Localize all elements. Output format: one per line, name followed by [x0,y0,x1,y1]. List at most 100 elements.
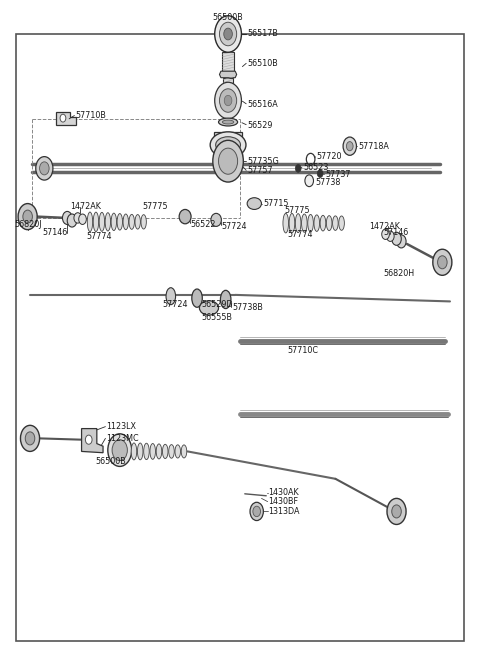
Text: 56523: 56523 [303,162,328,172]
Ellipse shape [289,214,295,233]
Polygon shape [214,132,242,158]
Text: 56500B: 56500B [96,457,126,466]
Text: 57735G: 57735G [247,157,279,166]
Circle shape [433,250,452,275]
Text: 56517B: 56517B [247,29,278,39]
Circle shape [112,440,127,460]
Ellipse shape [87,212,93,232]
Polygon shape [219,71,237,78]
Text: 56555B: 56555B [202,313,233,322]
Ellipse shape [216,137,240,153]
Ellipse shape [156,444,162,459]
Circle shape [218,148,238,174]
Text: 56510B: 56510B [247,59,278,68]
Circle shape [392,505,401,518]
Text: 1472AK: 1472AK [71,202,101,212]
Polygon shape [56,112,76,125]
Ellipse shape [283,214,288,233]
Circle shape [387,498,406,525]
Text: 57738: 57738 [315,178,341,187]
Circle shape [74,213,82,223]
Polygon shape [223,78,233,92]
Ellipse shape [129,214,134,229]
Circle shape [39,162,49,175]
Ellipse shape [105,213,110,231]
Text: 1430AK: 1430AK [269,488,299,497]
Text: 1123MC: 1123MC [107,434,139,443]
Circle shape [295,164,301,172]
Circle shape [305,175,313,187]
Ellipse shape [247,198,262,210]
Ellipse shape [150,443,156,459]
Text: 57738B: 57738B [232,303,263,312]
Circle shape [382,229,389,240]
Text: 1313DA: 1313DA [269,507,300,516]
Ellipse shape [211,214,221,227]
Text: 1123LX: 1123LX [107,422,136,431]
Circle shape [253,506,261,517]
Text: 57737: 57737 [325,170,350,179]
Circle shape [396,235,406,248]
Ellipse shape [210,132,246,158]
Ellipse shape [222,120,234,124]
Circle shape [79,214,86,225]
Text: 57774: 57774 [288,230,313,238]
Ellipse shape [192,289,202,307]
Ellipse shape [308,214,313,232]
Ellipse shape [131,443,137,460]
Ellipse shape [99,212,105,231]
Ellipse shape [141,215,146,229]
Text: 56529D: 56529D [202,300,233,309]
Text: 57775: 57775 [142,202,168,212]
Ellipse shape [326,215,332,231]
Ellipse shape [117,214,122,230]
Circle shape [215,83,241,119]
Ellipse shape [301,214,307,233]
Circle shape [23,210,33,223]
Text: 1472AK: 1472AK [369,222,400,231]
Ellipse shape [162,444,168,458]
Circle shape [224,28,232,40]
Circle shape [21,425,39,451]
Polygon shape [82,428,103,453]
Text: 56820H: 56820H [383,269,414,278]
Ellipse shape [320,215,326,231]
Circle shape [18,204,37,230]
Circle shape [224,96,232,105]
Circle shape [386,231,394,242]
Text: 57724: 57724 [221,222,246,231]
Ellipse shape [295,214,301,233]
Circle shape [213,140,243,182]
Ellipse shape [339,216,344,231]
Ellipse shape [314,215,320,231]
Text: 56529: 56529 [247,121,273,130]
Ellipse shape [181,445,187,458]
Polygon shape [222,52,234,71]
Circle shape [108,434,132,466]
Circle shape [36,157,53,180]
Text: 56820J: 56820J [15,220,42,229]
Circle shape [219,22,237,46]
Circle shape [219,89,237,112]
Ellipse shape [111,213,117,231]
Text: 57718A: 57718A [359,141,389,151]
Text: 1430BF: 1430BF [269,497,299,506]
Circle shape [215,16,241,52]
Circle shape [343,137,357,155]
Circle shape [62,212,72,225]
Ellipse shape [333,216,338,231]
Text: 56500B: 56500B [213,13,243,22]
Text: 57774: 57774 [86,232,112,240]
Circle shape [85,435,92,444]
Circle shape [25,432,35,445]
Ellipse shape [199,301,218,315]
Ellipse shape [135,215,140,229]
Text: 57146: 57146 [42,229,67,237]
Circle shape [317,170,323,178]
Circle shape [250,502,264,521]
Ellipse shape [220,290,231,309]
Text: 57720: 57720 [316,152,342,161]
Ellipse shape [144,443,149,460]
Ellipse shape [166,288,176,305]
Text: 57757: 57757 [247,166,273,176]
